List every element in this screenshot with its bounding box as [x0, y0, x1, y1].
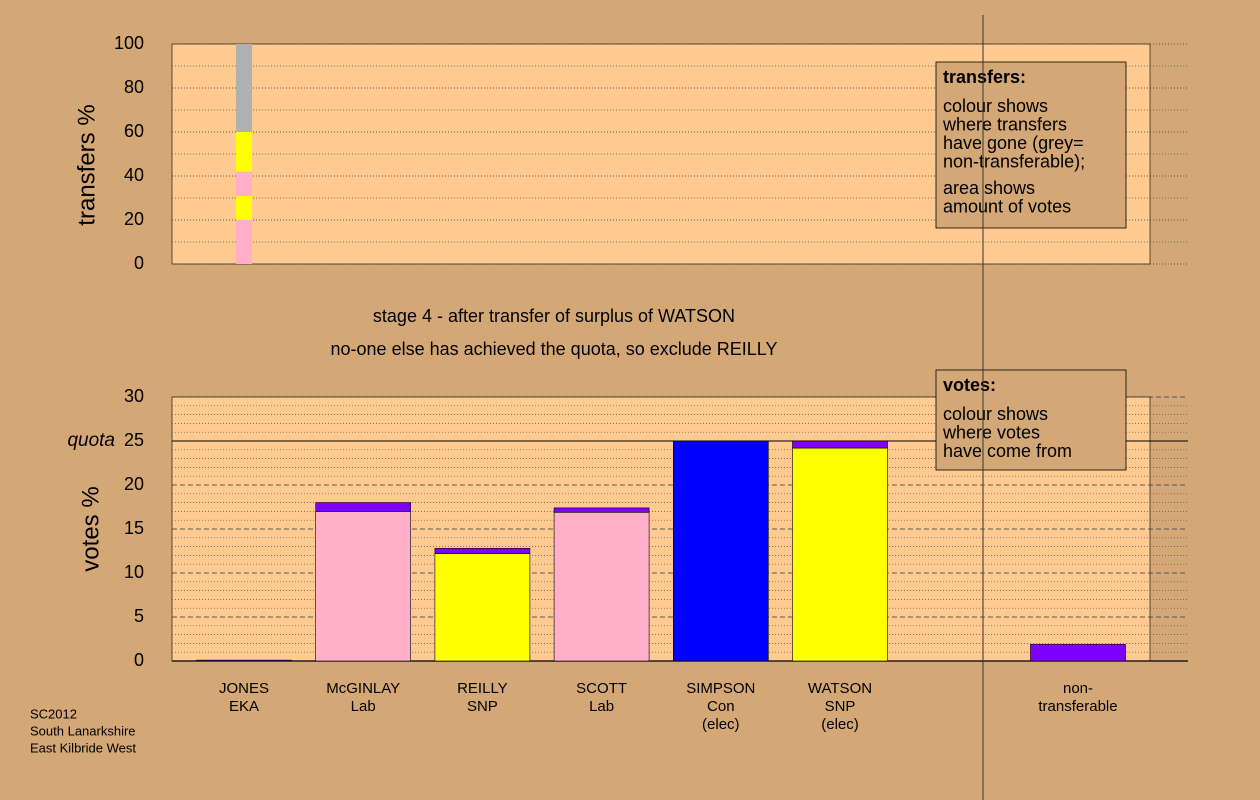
bar-segment	[672, 440, 769, 662]
annotation: no-one else has achieved the quota, so e…	[331, 339, 778, 359]
legend-text: non-transferable);	[943, 151, 1085, 171]
x-tick-label: SCOTT	[576, 680, 627, 697]
y-tick-label: 40	[124, 165, 144, 185]
quota-label: quota	[67, 430, 115, 451]
legend-text: where votes	[942, 422, 1040, 442]
legend-box	[935, 369, 1127, 471]
y-tick-label: 30	[124, 386, 144, 406]
x-tick-label: McGINLAY	[326, 680, 400, 697]
bar-segment	[792, 440, 888, 449]
x-tick-label: transferable	[1038, 698, 1117, 715]
y-tick-label: 0	[134, 253, 144, 273]
bar-segment	[236, 44, 252, 132]
y-tick-label: 10	[124, 562, 144, 582]
x-tick-label: SIMPSON	[686, 680, 755, 697]
legend-text: where transfers	[942, 114, 1067, 134]
legend-text: have come from	[943, 441, 1072, 461]
y-tick-label: 100	[114, 33, 144, 53]
bar-segment	[792, 447, 888, 662]
footer-text: SC2012	[30, 706, 77, 721]
x-tick-label: (elec)	[702, 716, 740, 733]
y-axis-label: transfers %	[73, 104, 100, 225]
y-tick-label: 20	[124, 209, 144, 229]
x-tick-label: Lab	[351, 698, 376, 715]
x-tick-label: WATSON	[808, 680, 872, 697]
x-tick-label: REILLY	[457, 680, 508, 697]
bar-segment	[553, 511, 650, 662]
bar-segment	[553, 507, 650, 513]
bar-segment	[315, 511, 412, 662]
bar-segment	[1030, 643, 1126, 662]
y-tick-label: 25	[124, 430, 144, 450]
y-tick-label: 20	[124, 474, 144, 494]
x-tick-label: Lab	[589, 698, 614, 715]
bar-segment	[315, 502, 412, 512]
x-tick-label: JONES	[219, 680, 269, 697]
y-tick-label: 60	[124, 121, 144, 141]
footer-text: East Kilbride West	[30, 740, 136, 755]
y-tick-label: 0	[134, 650, 144, 670]
x-tick-label: Con	[707, 698, 735, 715]
x-tick-label: SNP	[467, 698, 498, 715]
bar-segment	[434, 548, 531, 554]
legend-text: have gone (grey=	[943, 133, 1084, 153]
bar-segment	[236, 195, 252, 220]
legend-title: votes:	[943, 375, 996, 395]
legend-text: colour shows	[943, 404, 1048, 424]
x-tick-label: SNP	[825, 698, 856, 715]
bar-segment	[236, 132, 252, 172]
legend-box	[935, 61, 1127, 229]
legend-text: amount of votes	[943, 196, 1071, 216]
legend-text: area shows	[943, 178, 1035, 198]
y-tick-label: 80	[124, 77, 144, 97]
y-axis-label: votes %	[77, 486, 104, 571]
bar-segment	[434, 553, 531, 662]
y-tick-label: 5	[134, 606, 144, 626]
legend-title: transfers:	[943, 67, 1026, 87]
bar-segment	[236, 220, 252, 264]
bar-segment	[196, 659, 292, 662]
y-tick-label: 15	[124, 518, 144, 538]
bar-segment	[236, 171, 252, 196]
annotation: stage 4 - after transfer of surplus of W…	[373, 306, 735, 326]
footer-text: South Lanarkshire	[30, 723, 136, 738]
legend-text: colour shows	[943, 96, 1048, 116]
x-tick-label: EKA	[229, 698, 259, 715]
x-tick-label: non-	[1063, 680, 1093, 697]
x-tick-label: (elec)	[821, 716, 859, 733]
